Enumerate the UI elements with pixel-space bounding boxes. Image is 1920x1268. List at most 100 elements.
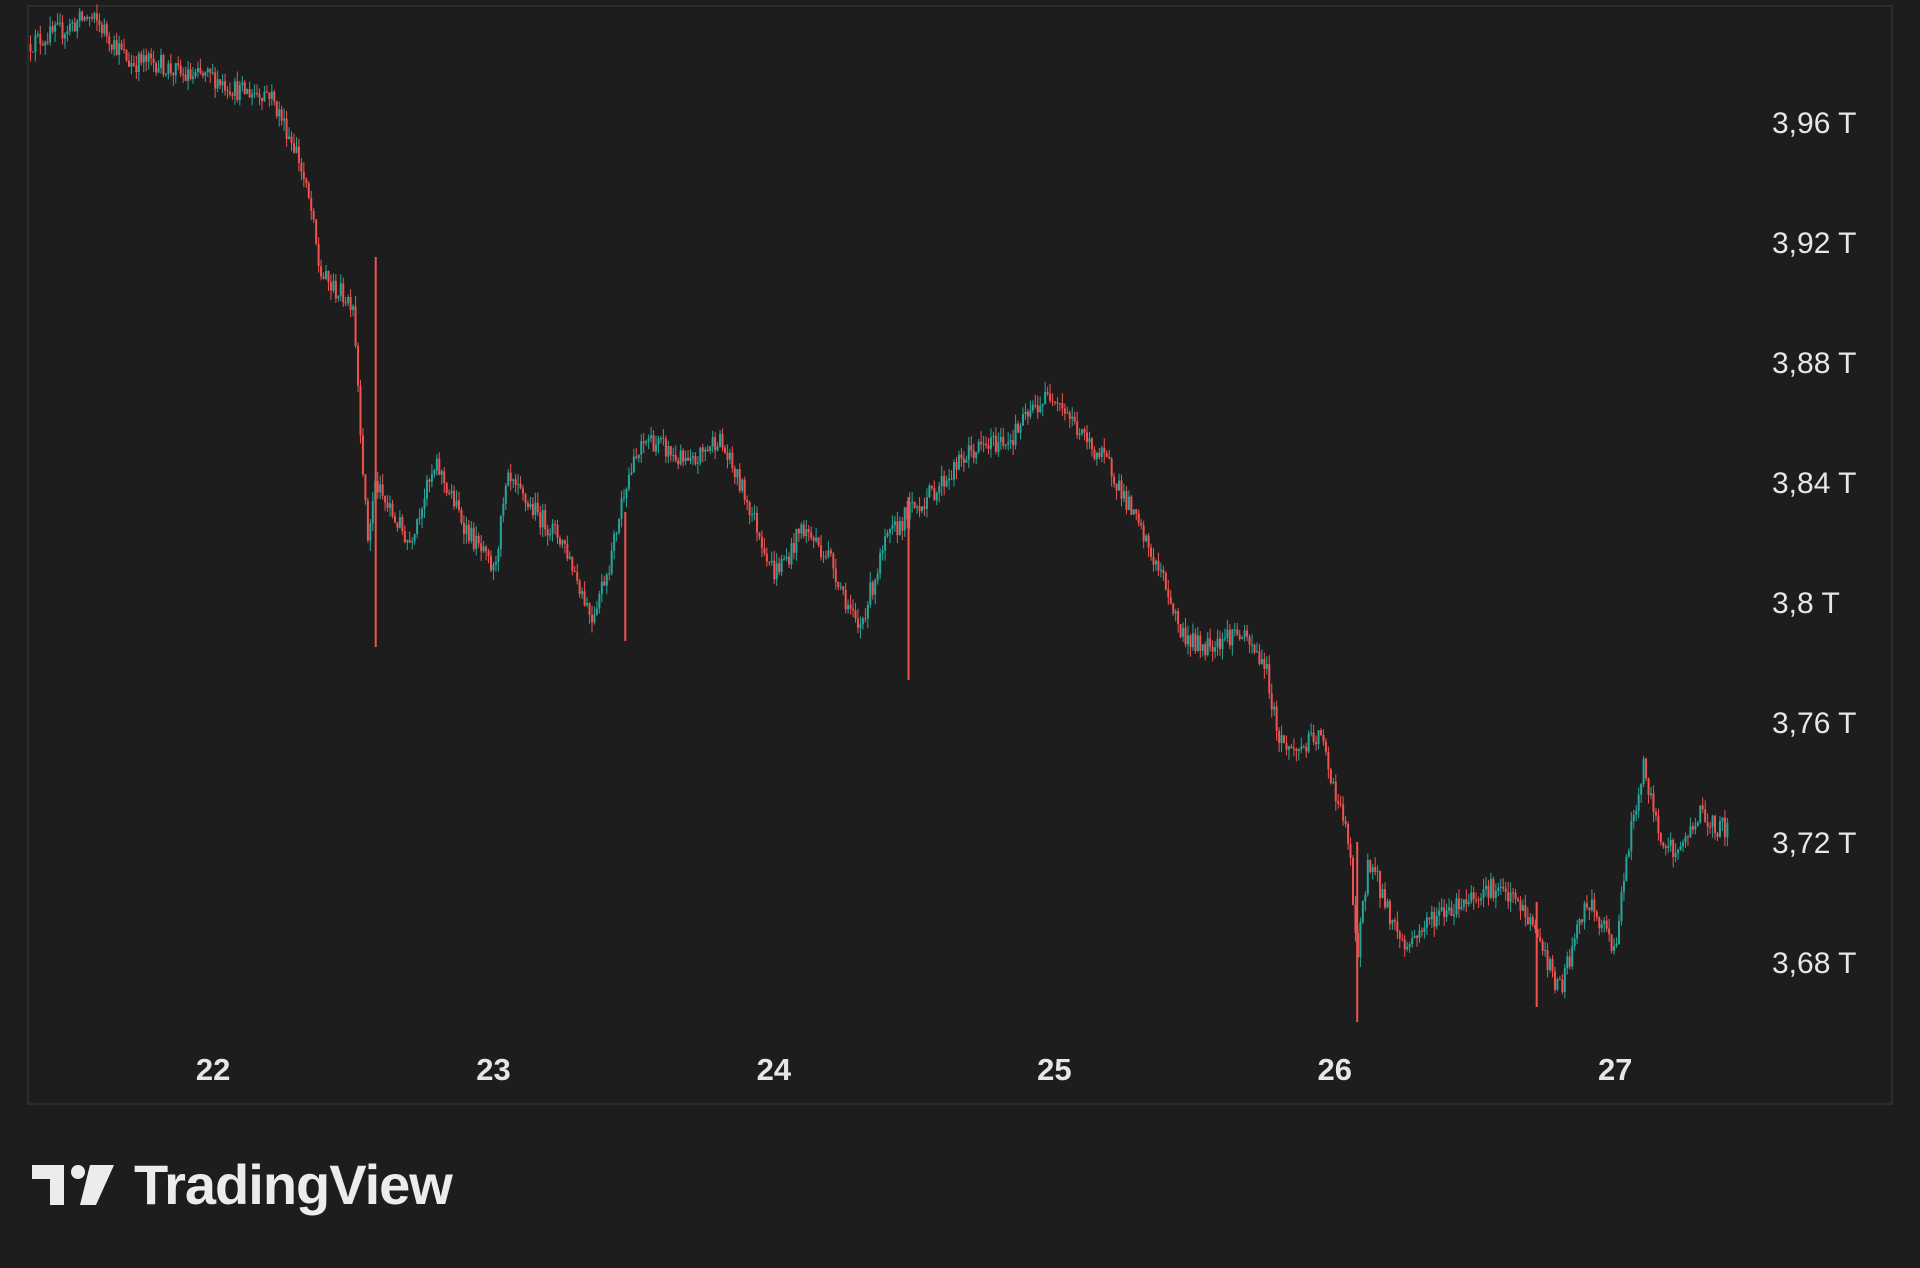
candle-up xyxy=(903,507,906,531)
candle-up xyxy=(418,517,421,520)
candle-up xyxy=(1460,906,1463,910)
y-tick-label: 3,8 T xyxy=(1772,587,1840,620)
candle-down xyxy=(189,69,192,79)
candle-down xyxy=(1477,899,1480,901)
candle-down xyxy=(714,437,717,451)
candle-down xyxy=(1147,535,1150,548)
candle-down xyxy=(305,179,308,184)
candle-up xyxy=(406,540,409,543)
candle-up xyxy=(369,523,372,541)
candle-down xyxy=(1135,509,1138,514)
candle-down xyxy=(1322,735,1325,742)
candle-up xyxy=(147,53,150,62)
candle-up xyxy=(1159,569,1162,571)
candle-down xyxy=(1517,898,1520,901)
candle-down xyxy=(652,435,655,452)
candle-down xyxy=(1398,932,1401,939)
candle-up xyxy=(1684,836,1687,843)
candle-up xyxy=(44,42,47,46)
candle-down xyxy=(1285,743,1288,750)
candle-down xyxy=(1036,405,1039,413)
candle-up xyxy=(534,502,537,516)
candle-down xyxy=(364,474,367,501)
candle-up xyxy=(977,441,980,452)
candle-down xyxy=(1108,456,1111,459)
candle-up xyxy=(423,498,426,510)
candle-up xyxy=(667,445,670,457)
candle-down xyxy=(1162,569,1165,573)
candle-up xyxy=(1297,749,1300,752)
candle-up xyxy=(118,43,121,56)
candle-up xyxy=(1679,846,1682,850)
candle-down xyxy=(810,532,813,538)
candle-up xyxy=(241,82,244,86)
candle-down xyxy=(366,500,369,541)
candle-down xyxy=(1709,826,1712,828)
candle-up xyxy=(352,306,355,310)
candle-down xyxy=(1125,490,1128,510)
candle-up xyxy=(753,512,756,515)
candle-down xyxy=(1536,929,1539,937)
candle-up xyxy=(1445,910,1448,918)
candle-up xyxy=(1182,627,1185,637)
y-tick-label: 3,68 T xyxy=(1772,947,1857,980)
candle-down xyxy=(1063,408,1066,414)
candle-down xyxy=(1561,979,1564,992)
candle-up xyxy=(751,514,754,516)
candle-up xyxy=(1307,733,1310,752)
candle-up xyxy=(953,462,956,480)
candle-down xyxy=(1130,496,1133,515)
candle-down xyxy=(1263,659,1266,669)
candle-up xyxy=(1435,915,1438,927)
candle-up xyxy=(1009,439,1012,443)
candle-down xyxy=(1588,907,1591,911)
candle-up xyxy=(416,519,419,535)
candle-down xyxy=(172,72,175,76)
candle-up xyxy=(233,81,236,96)
candle-down xyxy=(906,507,909,520)
candle-up xyxy=(499,515,502,549)
candle-down xyxy=(768,561,771,563)
candle-up xyxy=(1364,894,1367,902)
candle-down xyxy=(677,460,680,465)
candle-up xyxy=(1376,871,1379,873)
x-tick-label: 27 xyxy=(1598,1052,1632,1087)
candle-down xyxy=(1164,572,1167,590)
candle-down xyxy=(280,109,283,121)
candle-up xyxy=(716,446,719,451)
candle-down xyxy=(1209,638,1212,647)
candle-up xyxy=(704,449,707,452)
candle-up xyxy=(876,573,879,581)
candle-down xyxy=(1647,778,1650,795)
candle-up xyxy=(1480,898,1483,901)
y-tick-label: 3,76 T xyxy=(1772,707,1857,740)
candle-up xyxy=(278,109,281,117)
candle-down xyxy=(290,136,293,144)
candle-down xyxy=(275,101,278,117)
candle-up xyxy=(1578,919,1581,925)
candle-down xyxy=(453,490,456,507)
candle-up xyxy=(71,22,74,24)
candle-down xyxy=(544,509,547,530)
candle-up xyxy=(1255,651,1258,653)
candle-up xyxy=(1066,412,1069,414)
candle-down xyxy=(834,568,837,583)
candle-up xyxy=(1359,922,1362,958)
candle-up xyxy=(551,523,554,534)
candle-down xyxy=(1093,449,1096,459)
candle-up xyxy=(192,76,195,79)
candle-down xyxy=(1504,888,1507,893)
candle-up xyxy=(1462,899,1465,907)
candle-up xyxy=(1677,849,1680,854)
candle-up xyxy=(371,501,374,524)
candle-up xyxy=(891,525,894,529)
candle-up xyxy=(625,489,628,498)
candle-up xyxy=(593,614,596,623)
candle-down xyxy=(100,24,103,34)
candle-down xyxy=(115,40,118,56)
candle-up xyxy=(940,475,943,487)
candle-down xyxy=(721,433,724,448)
candle-up xyxy=(1287,746,1290,750)
